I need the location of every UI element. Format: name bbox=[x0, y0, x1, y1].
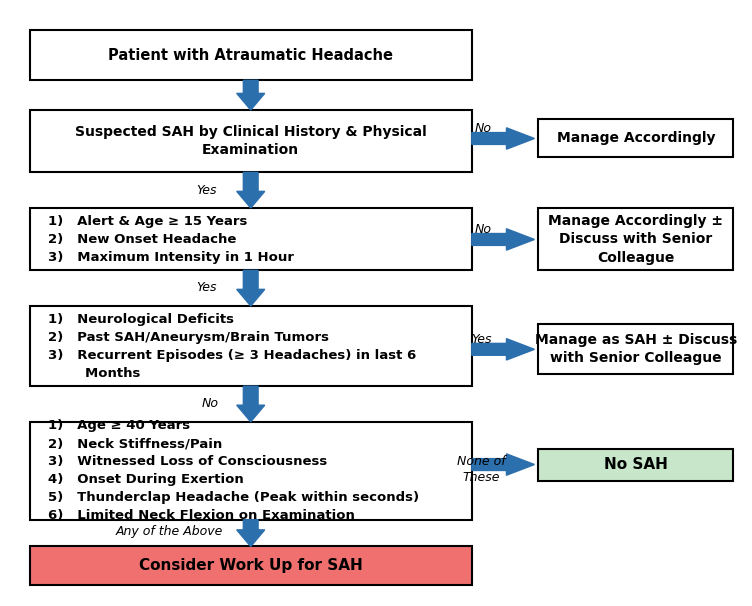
Text: Suspected SAH by Clinical History & Physical
Examination: Suspected SAH by Clinical History & Phys… bbox=[75, 125, 426, 158]
FancyBboxPatch shape bbox=[538, 448, 733, 481]
Text: Patient with Atraumatic Headache: Patient with Atraumatic Headache bbox=[108, 47, 393, 62]
FancyBboxPatch shape bbox=[29, 306, 472, 386]
Text: Manage Accordingly ±
Discuss with Senior
Colleague: Manage Accordingly ± Discuss with Senior… bbox=[548, 214, 723, 265]
Text: Consider Work Up for SAH: Consider Work Up for SAH bbox=[139, 558, 362, 573]
Polygon shape bbox=[472, 128, 535, 149]
Polygon shape bbox=[237, 520, 265, 547]
Text: Manage as SAH ± Discuss
with Senior Colleague: Manage as SAH ± Discuss with Senior Coll… bbox=[535, 333, 737, 365]
Text: No SAH: No SAH bbox=[604, 458, 668, 472]
Text: No: No bbox=[475, 122, 491, 136]
Text: Yes: Yes bbox=[196, 184, 217, 197]
Text: 1)   Alert & Age ≥ 15 Years
2)   New Onset Headache
3)   Maximum Intensity in 1 : 1) Alert & Age ≥ 15 Years 2) New Onset H… bbox=[48, 215, 294, 264]
Text: None of
These: None of These bbox=[457, 454, 505, 484]
Polygon shape bbox=[472, 339, 535, 360]
Text: Yes: Yes bbox=[472, 333, 492, 346]
Text: Manage Accordingly: Manage Accordingly bbox=[556, 131, 715, 145]
FancyBboxPatch shape bbox=[538, 324, 733, 375]
Polygon shape bbox=[237, 270, 265, 306]
Text: Any of the Above: Any of the Above bbox=[116, 525, 223, 538]
Polygon shape bbox=[237, 81, 265, 110]
Polygon shape bbox=[472, 229, 535, 250]
Text: 1)   Neurological Deficits
2)   Past SAH/Aneurysm/Brain Tumors
3)   Recurrent Ep: 1) Neurological Deficits 2) Past SAH/Ane… bbox=[48, 313, 417, 379]
FancyBboxPatch shape bbox=[29, 30, 472, 81]
FancyBboxPatch shape bbox=[29, 422, 472, 520]
FancyBboxPatch shape bbox=[29, 547, 472, 585]
Text: Yes: Yes bbox=[196, 281, 217, 294]
Text: No: No bbox=[202, 398, 219, 410]
Text: No: No bbox=[475, 224, 491, 236]
Polygon shape bbox=[237, 386, 265, 422]
FancyBboxPatch shape bbox=[538, 208, 733, 270]
Polygon shape bbox=[472, 454, 535, 475]
Polygon shape bbox=[237, 172, 265, 208]
FancyBboxPatch shape bbox=[538, 119, 733, 158]
FancyBboxPatch shape bbox=[29, 208, 472, 270]
Text: 1)   Age ≥ 40 Years
2)   Neck Stiffness/Pain
3)   Witnessed Loss of Consciousnes: 1) Age ≥ 40 Years 2) Neck Stiffness/Pain… bbox=[48, 419, 419, 522]
FancyBboxPatch shape bbox=[29, 110, 472, 172]
